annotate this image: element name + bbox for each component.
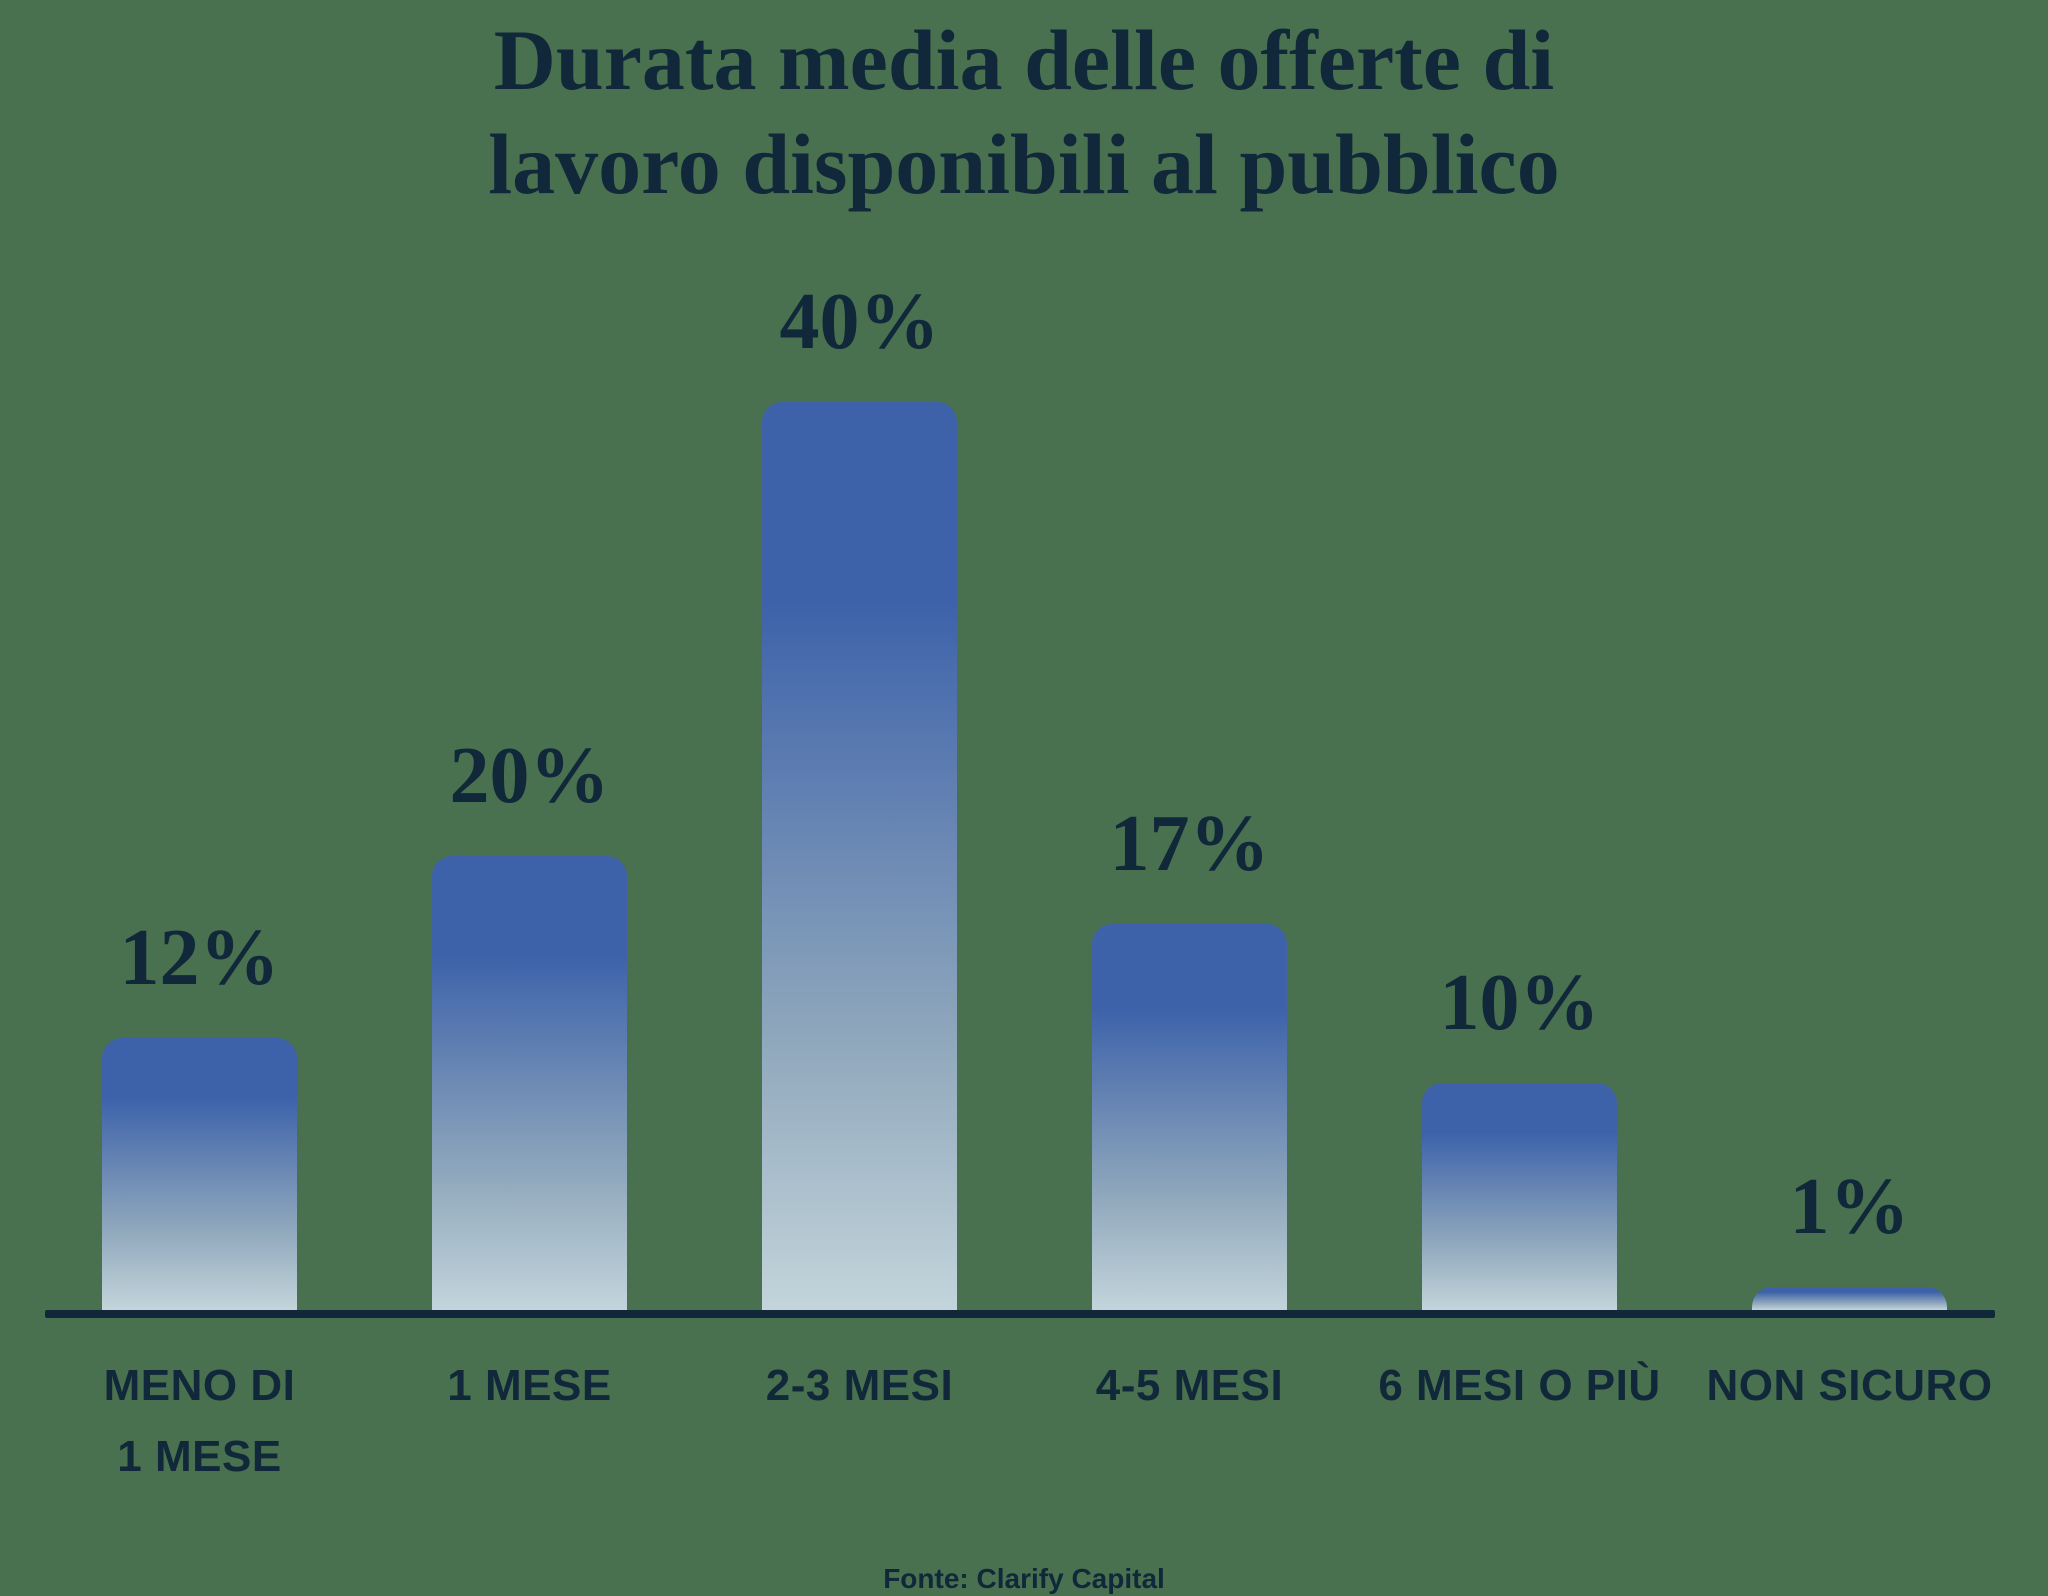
bar-column: 40% 2-3 MESI <box>762 0 957 1410</box>
chart-title: Durata media delle offerte di lavoro dis… <box>0 8 2048 216</box>
bar <box>1422 1083 1617 1310</box>
bar <box>102 1038 297 1310</box>
bar-value-label: 20% <box>449 732 610 820</box>
bar-column: 17% 4-5 MESI <box>1092 0 1287 1410</box>
bar-value-label: 40% <box>779 278 940 366</box>
category-label: 1 MESE <box>447 1361 612 1410</box>
bar <box>1752 1287 1947 1310</box>
bar-column: 10% 6 MESI O PIÙ <box>1378 0 1660 1410</box>
category-label: 4-5 MESI <box>1095 1361 1284 1410</box>
bar <box>432 856 627 1310</box>
bar-value-label: 1% <box>1789 1163 1910 1251</box>
bar-column: 12% MENO DI 1 MESE <box>102 0 297 1481</box>
bar <box>762 402 957 1310</box>
bar <box>1092 924 1287 1310</box>
chart-title-line-2: lavoro disponibili al pubblico <box>488 116 1560 212</box>
bar-column: 20% 1 MESE <box>432 0 627 1410</box>
category-label: MENO DI 1 MESE <box>103 1361 296 1482</box>
source-caption: Fonte: Clarify Capital <box>883 1563 1165 1594</box>
plot-area: 12% MENO DI 1 MESE 20% 1 MESE 40% 2-3 ME… <box>45 0 1995 1481</box>
bar-value-label: 12% <box>119 914 280 1002</box>
category-label: NON SICURO <box>1706 1361 1993 1410</box>
category-label: 6 MESI O PIÙ <box>1378 1361 1661 1410</box>
x-axis-line <box>45 1310 1995 1318</box>
category-label: 2-3 MESI <box>765 1361 954 1410</box>
bar-value-label: 17% <box>1109 800 1270 888</box>
chart-title-line-1: Durata media delle offerte di <box>493 12 1555 108</box>
bar-column: 1% NON SICURO <box>1706 0 1992 1410</box>
bar-value-label: 10% <box>1439 959 1600 1047</box>
